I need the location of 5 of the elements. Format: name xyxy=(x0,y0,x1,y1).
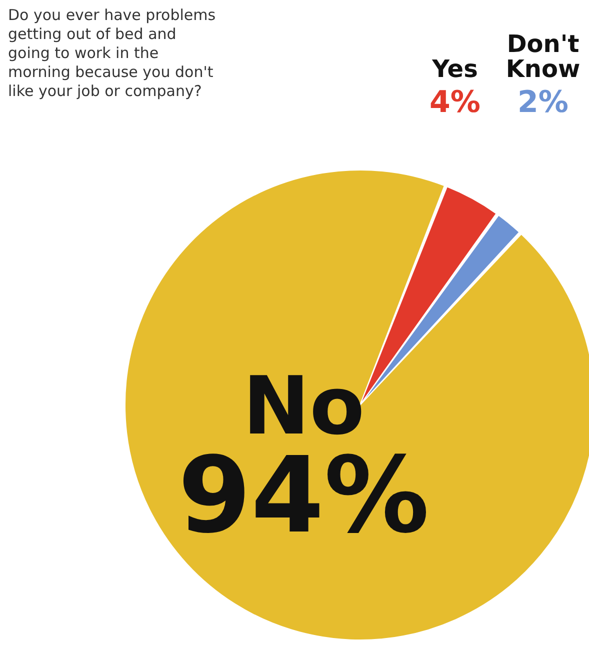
data-label: 2% xyxy=(518,85,568,120)
slice-label: Yes xyxy=(431,55,478,83)
data-label: 4% xyxy=(430,85,480,120)
slice-label: Don't Know xyxy=(506,30,580,83)
text: Do you ever have problems getting out of bed and going to work in the morning because you don't like your job or company? xyxy=(8,6,216,100)
